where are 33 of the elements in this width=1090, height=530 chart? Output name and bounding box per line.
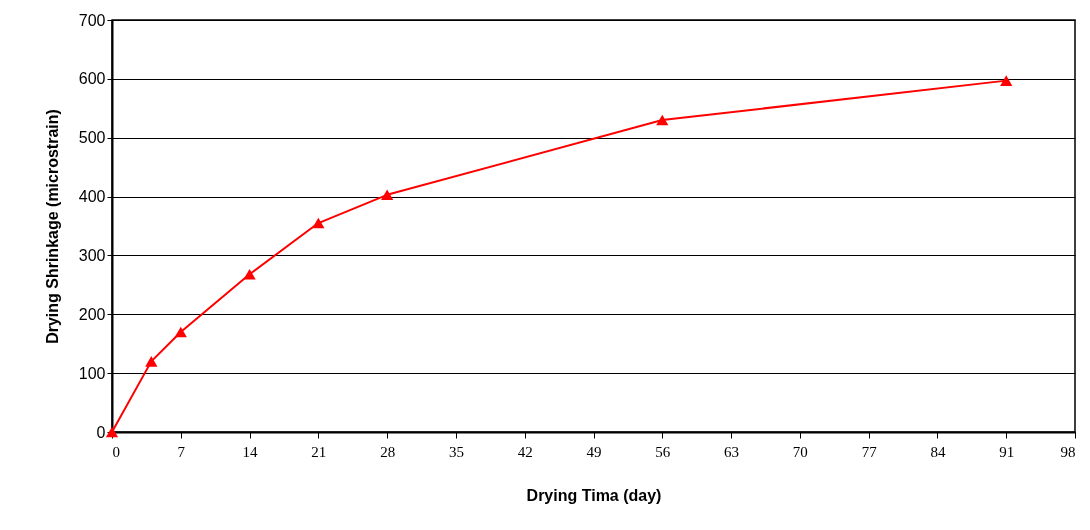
- x-tick-label: 91: [999, 443, 1015, 460]
- y-tick-label: 500: [78, 129, 106, 147]
- y-tick-label: 400: [78, 188, 106, 206]
- point: [656, 114, 669, 126]
- y-tick-label: 300: [78, 246, 106, 264]
- x-tick-label: 21: [311, 443, 327, 460]
- point: [1000, 75, 1013, 86]
- y-tick-label: 0: [96, 423, 106, 441]
- point: [312, 217, 325, 229]
- point: [381, 189, 394, 201]
- x-tick-label: 63: [724, 443, 740, 460]
- x-axis-title: Drying Tima (day): [526, 486, 662, 504]
- x-tick-label: 28: [380, 443, 396, 460]
- point: [145, 356, 158, 367]
- x-tick-label: 98: [1060, 443, 1076, 460]
- y-tick-label: 200: [78, 305, 106, 323]
- point: [105, 426, 119, 438]
- y-tick-label: 700: [78, 11, 106, 29]
- y-tick-label: 600: [78, 70, 106, 88]
- x-tick-label: 0: [112, 443, 120, 460]
- y-tick-label: 100: [78, 364, 106, 382]
- x-tick-label: 14: [242, 443, 259, 460]
- x-tick-label: 49: [586, 443, 602, 460]
- point: [174, 326, 187, 338]
- x-tick-label: 70: [792, 443, 808, 460]
- x-tick-label: 84: [930, 443, 946, 460]
- x-tick-label: 35: [448, 443, 464, 460]
- x-tick-label: 77: [861, 443, 878, 460]
- y-axis-title: Drying Shrinkage (microstrain): [43, 109, 61, 344]
- x-tick-label: 56: [655, 443, 671, 460]
- x-tick-label: 42: [517, 443, 533, 460]
- x-tick-label: 7: [177, 443, 186, 460]
- point: [243, 268, 256, 280]
